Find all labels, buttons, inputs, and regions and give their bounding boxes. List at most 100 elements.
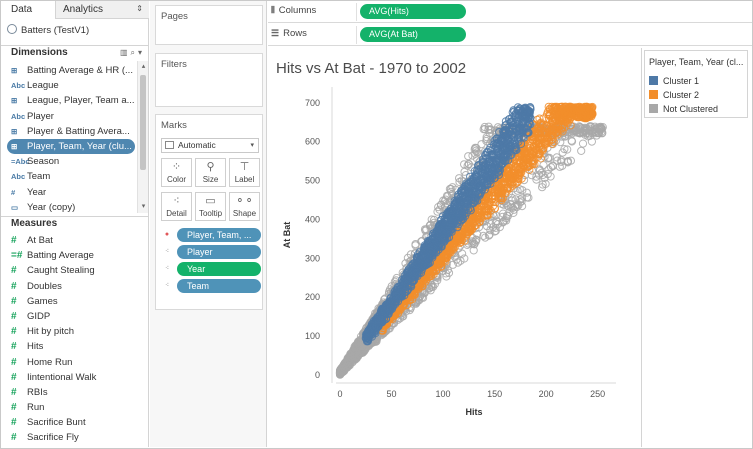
measures-header: Measures (1, 216, 149, 230)
mark-pill-team[interactable]: Team (177, 279, 261, 293)
scatter-point (507, 193, 516, 202)
dimension-field[interactable]: Abc Player (1, 109, 137, 124)
scatter-point (442, 191, 452, 200)
datasource-item[interactable]: Batters (TestV1) (7, 23, 89, 39)
field-label: Batting Average (27, 250, 94, 262)
measure-field[interactable]: # Sacrifice Fly (1, 430, 137, 445)
scatter-point (522, 188, 531, 197)
legend-item-label: Cluster 2 (663, 90, 700, 100)
scroll-down-icon[interactable]: ▾ (141, 203, 146, 210)
mark-pill-year[interactable]: Year (177, 262, 261, 276)
mark-type-dropdown[interactable]: Automatic ▾ (161, 138, 259, 153)
automatic-mark-icon (165, 141, 174, 149)
mark-pill-player[interactable]: Player (177, 245, 261, 259)
scatter-point (545, 104, 554, 113)
measure-field[interactable]: # Caught Stealing (1, 263, 137, 278)
measure-field[interactable]: # Hit by pitch (1, 324, 137, 339)
pages-card[interactable]: Pages (155, 5, 263, 45)
columns-shelf[interactable]: ⫴ Columns AVG(Hits) (268, 1, 752, 23)
measure-type-icon: # (11, 310, 17, 322)
scatter-point (539, 134, 548, 143)
scatter-point (484, 158, 493, 167)
detail-icon: ⁖ (173, 195, 180, 207)
tab-analytics[interactable]: Analytics (63, 4, 104, 15)
measure-field[interactable]: # Hits (1, 339, 137, 354)
columns-pill[interactable]: AVG(Hits) (360, 4, 466, 19)
dimension-field[interactable]: =AbcSeason (1, 154, 137, 169)
measure-field[interactable]: # At Bat (1, 233, 137, 248)
dimension-field[interactable]: ⊞ Player, Team, Year (clu... (7, 138, 135, 155)
mark-pill-row: ⁖ Team (161, 279, 261, 293)
dimension-field[interactable]: # Year (1, 185, 137, 200)
size-button[interactable]: ⚲ Size (195, 158, 226, 187)
shape-button-label: Shape (232, 209, 257, 218)
measure-field[interactable]: # RBIs (1, 385, 137, 400)
y-tick-label: 700 (305, 98, 320, 108)
scatter-point (364, 333, 373, 342)
rows-shelf[interactable]: ☰ Rows AVG(At Bat) (268, 24, 752, 46)
scatter-point (546, 172, 555, 181)
scatter-point (532, 172, 541, 181)
scatter-point (476, 167, 485, 176)
scatter-point (424, 255, 433, 264)
measure-field[interactable]: # Games (1, 294, 137, 309)
shelf-divider (356, 26, 357, 44)
measure-field[interactable]: # Home Run (1, 355, 137, 370)
scatter-point (469, 177, 478, 186)
dimension-field[interactable]: Abc Team (1, 169, 137, 184)
legend-title: Player, Team, Year (cl... (649, 57, 744, 67)
color-button[interactable]: ⁘ Color (161, 158, 192, 187)
tab-data[interactable]: Data (1, 1, 56, 19)
measure-field[interactable]: # Run (1, 400, 137, 415)
dimension-field[interactable]: ⊞ Player & Batting Avera... (1, 124, 137, 139)
measure-field[interactable]: # Doubles (1, 279, 137, 294)
scroll-thumb[interactable] (140, 75, 146, 170)
scatter-point (505, 123, 514, 132)
shape-button[interactable]: ⚬⚬ Shape (229, 192, 260, 221)
label-button[interactable]: ⊤ Label (229, 158, 260, 187)
color-legend[interactable]: Player, Team, Year (cl... Cluster 1 Clus… (644, 50, 748, 118)
scatter-point (538, 144, 547, 153)
scatter-point (598, 129, 607, 138)
scatter-point (478, 185, 487, 194)
measure-field[interactable]: # Sacrifice Bunt (1, 415, 137, 430)
legend-item-cluster-1[interactable]: Cluster 1 (649, 75, 699, 88)
scatter-point (430, 280, 439, 289)
scatter-point (546, 119, 555, 129)
marks-card: Marks Automatic ▾ ⁘ Color ⚲ Size ⊤ Label ⁖ D… (155, 114, 263, 310)
pane-tabs: Data Analytics ⇕ (1, 1, 149, 19)
measure-field[interactable]: =# Batting Average (1, 248, 137, 263)
dimension-field[interactable]: ⊞ League, Player, Team a... (1, 93, 137, 108)
scatter-point (587, 109, 596, 118)
dimension-field[interactable]: ▭ Year (copy) (1, 200, 137, 215)
scatter-point (482, 134, 491, 144)
scatter-point (466, 189, 476, 198)
dimensions-scrollbar[interactable]: ▴ ▾ (137, 61, 148, 213)
measure-field[interactable]: # Iintentional Walk (1, 370, 137, 385)
view-toggle-icon[interactable]: ▥ (119, 48, 131, 57)
legend-item-cluster-2[interactable]: Cluster 2 (649, 89, 699, 102)
size-icon: ⚲ (206, 161, 215, 173)
filters-card[interactable]: Filters (155, 53, 263, 107)
dimension-field[interactable]: Abc League (1, 78, 137, 93)
legend-item-not-clustered[interactable]: Not Clustered (649, 103, 718, 116)
pane-menu-caret-icon[interactable]: ⇕ (136, 4, 143, 13)
scatter-point (533, 152, 542, 162)
tooltip-button[interactable]: ▭ Tooltip (195, 192, 226, 221)
search-icon[interactable]: ⌕ (130, 48, 138, 57)
dimension-type-icon: ⊞ (11, 126, 18, 136)
scroll-up-icon[interactable]: ▴ (141, 63, 146, 70)
datasource-label: Batters (TestV1) (21, 25, 90, 36)
dropdown-caret-icon[interactable]: ▾ (137, 48, 145, 57)
scatter-point (447, 206, 456, 215)
dimension-field[interactable]: ⊞ Batting Average & HR (... (1, 63, 137, 78)
field-label: Year (27, 186, 47, 198)
measure-field[interactable]: # GIDP (1, 309, 137, 324)
scatter-point (572, 106, 581, 115)
scatter-plot[interactable]: 0 50 100 150 200 2500100200300400500600700Hit… (268, 48, 636, 447)
scatter-point (509, 208, 518, 217)
rows-pill[interactable]: AVG(At Bat) (360, 27, 466, 42)
mark-pill-cluster[interactable]: Player, Team, ... (177, 228, 261, 242)
detail-button[interactable]: ⁖ Detail (161, 192, 192, 221)
dimensions-tools[interactable]: ▥⌕▾ (120, 46, 145, 60)
